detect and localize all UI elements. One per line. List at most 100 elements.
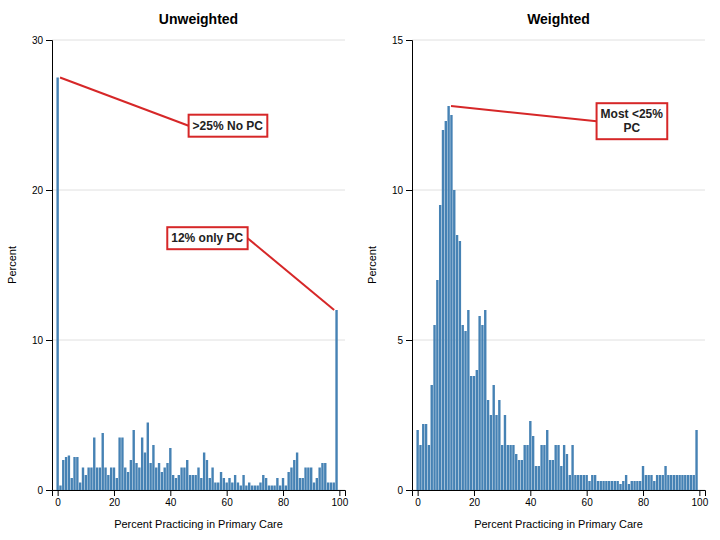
bar — [645, 475, 647, 490]
bar — [518, 460, 520, 490]
bar — [690, 475, 692, 490]
bar — [189, 475, 191, 490]
x-tick-label: 20 — [109, 497, 121, 508]
bar — [175, 478, 177, 490]
bar — [225, 483, 227, 491]
bar — [577, 475, 579, 490]
y-tick-label: 0 — [397, 485, 403, 496]
bar — [608, 481, 610, 490]
x-axis-line — [413, 491, 706, 497]
bar — [481, 325, 483, 490]
bar — [639, 481, 641, 490]
y-axis-title: Percent — [366, 246, 378, 284]
y-axis-line — [46, 41, 53, 491]
panel: 0204060801000102030UnweightedPercent Pra… — [6, 11, 349, 530]
bar — [124, 468, 126, 491]
x-tick: 40 — [165, 490, 177, 508]
bar — [87, 468, 89, 491]
y-tick: 0 — [397, 485, 412, 496]
x-tick-mark — [114, 490, 115, 496]
y-tick: 0 — [37, 485, 52, 496]
bar — [585, 475, 587, 490]
x-axis: 020406080100 — [413, 490, 709, 508]
bar — [178, 475, 180, 490]
y-axis: 0102030 — [32, 35, 53, 496]
x-tick: 0 — [415, 490, 421, 508]
bar — [470, 376, 472, 490]
bar — [147, 423, 149, 491]
bar — [321, 463, 323, 490]
bar — [442, 130, 444, 490]
bar — [107, 475, 109, 490]
bar — [256, 486, 258, 491]
bar — [509, 445, 511, 490]
title: Weighted — [527, 11, 590, 27]
bar — [93, 438, 95, 491]
y-tick-mark — [406, 340, 412, 341]
bar — [594, 475, 596, 490]
bar — [186, 460, 188, 490]
bar — [99, 468, 101, 491]
bar — [240, 486, 242, 491]
bar — [563, 445, 565, 490]
bar — [571, 445, 573, 490]
bar — [678, 475, 680, 490]
bars — [56, 78, 337, 491]
x-tick: 60 — [582, 490, 594, 508]
bar — [197, 468, 199, 491]
x-tick: 80 — [278, 490, 290, 508]
bar — [507, 445, 509, 490]
annotation-box — [597, 103, 668, 139]
bar — [535, 466, 537, 490]
grid — [412, 40, 705, 490]
bar — [659, 475, 661, 490]
annotations: >25% No PC12% only PC — [60, 78, 334, 311]
bar — [192, 475, 194, 490]
bar — [473, 376, 475, 490]
bar — [574, 475, 576, 490]
x-tick-label: 60 — [582, 497, 594, 508]
x-tick: 100 — [332, 490, 349, 508]
bar — [68, 456, 70, 491]
bar — [538, 466, 540, 490]
bar — [169, 448, 171, 490]
bar — [214, 483, 216, 491]
y-tick-mark — [46, 490, 52, 491]
bar — [636, 481, 638, 490]
x-tick: 40 — [525, 490, 537, 508]
bar — [642, 466, 644, 490]
bar — [462, 325, 464, 490]
y-axis: 051015 — [392, 35, 413, 496]
annotation-box — [167, 227, 247, 249]
y-tick-label: 0 — [37, 485, 43, 496]
bar — [459, 241, 461, 490]
bar — [110, 468, 112, 491]
bar — [133, 430, 135, 490]
bar — [220, 472, 222, 490]
x-tick: 20 — [469, 490, 481, 508]
grid-line — [52, 340, 345, 341]
bar — [673, 475, 675, 490]
bar — [251, 486, 253, 491]
bar — [118, 438, 120, 491]
y-tick: 15 — [392, 35, 412, 46]
grid-line — [52, 40, 345, 41]
x-tick: 100 — [692, 490, 709, 508]
bar — [493, 385, 495, 490]
y-tick-label: 10 — [392, 185, 404, 196]
bar — [71, 478, 73, 490]
grid-line — [412, 40, 705, 41]
bar — [302, 478, 304, 490]
bar — [237, 483, 239, 491]
bar — [653, 481, 655, 490]
bar — [631, 481, 633, 490]
bar — [552, 460, 554, 490]
x-tick-mark — [587, 490, 588, 496]
bar — [633, 481, 635, 490]
bar — [245, 486, 247, 491]
x-axis-title: Percent Practicing in Primary Care — [474, 518, 643, 530]
bar — [76, 457, 78, 490]
bar — [456, 235, 458, 490]
bar — [428, 445, 430, 490]
bar — [676, 475, 678, 490]
